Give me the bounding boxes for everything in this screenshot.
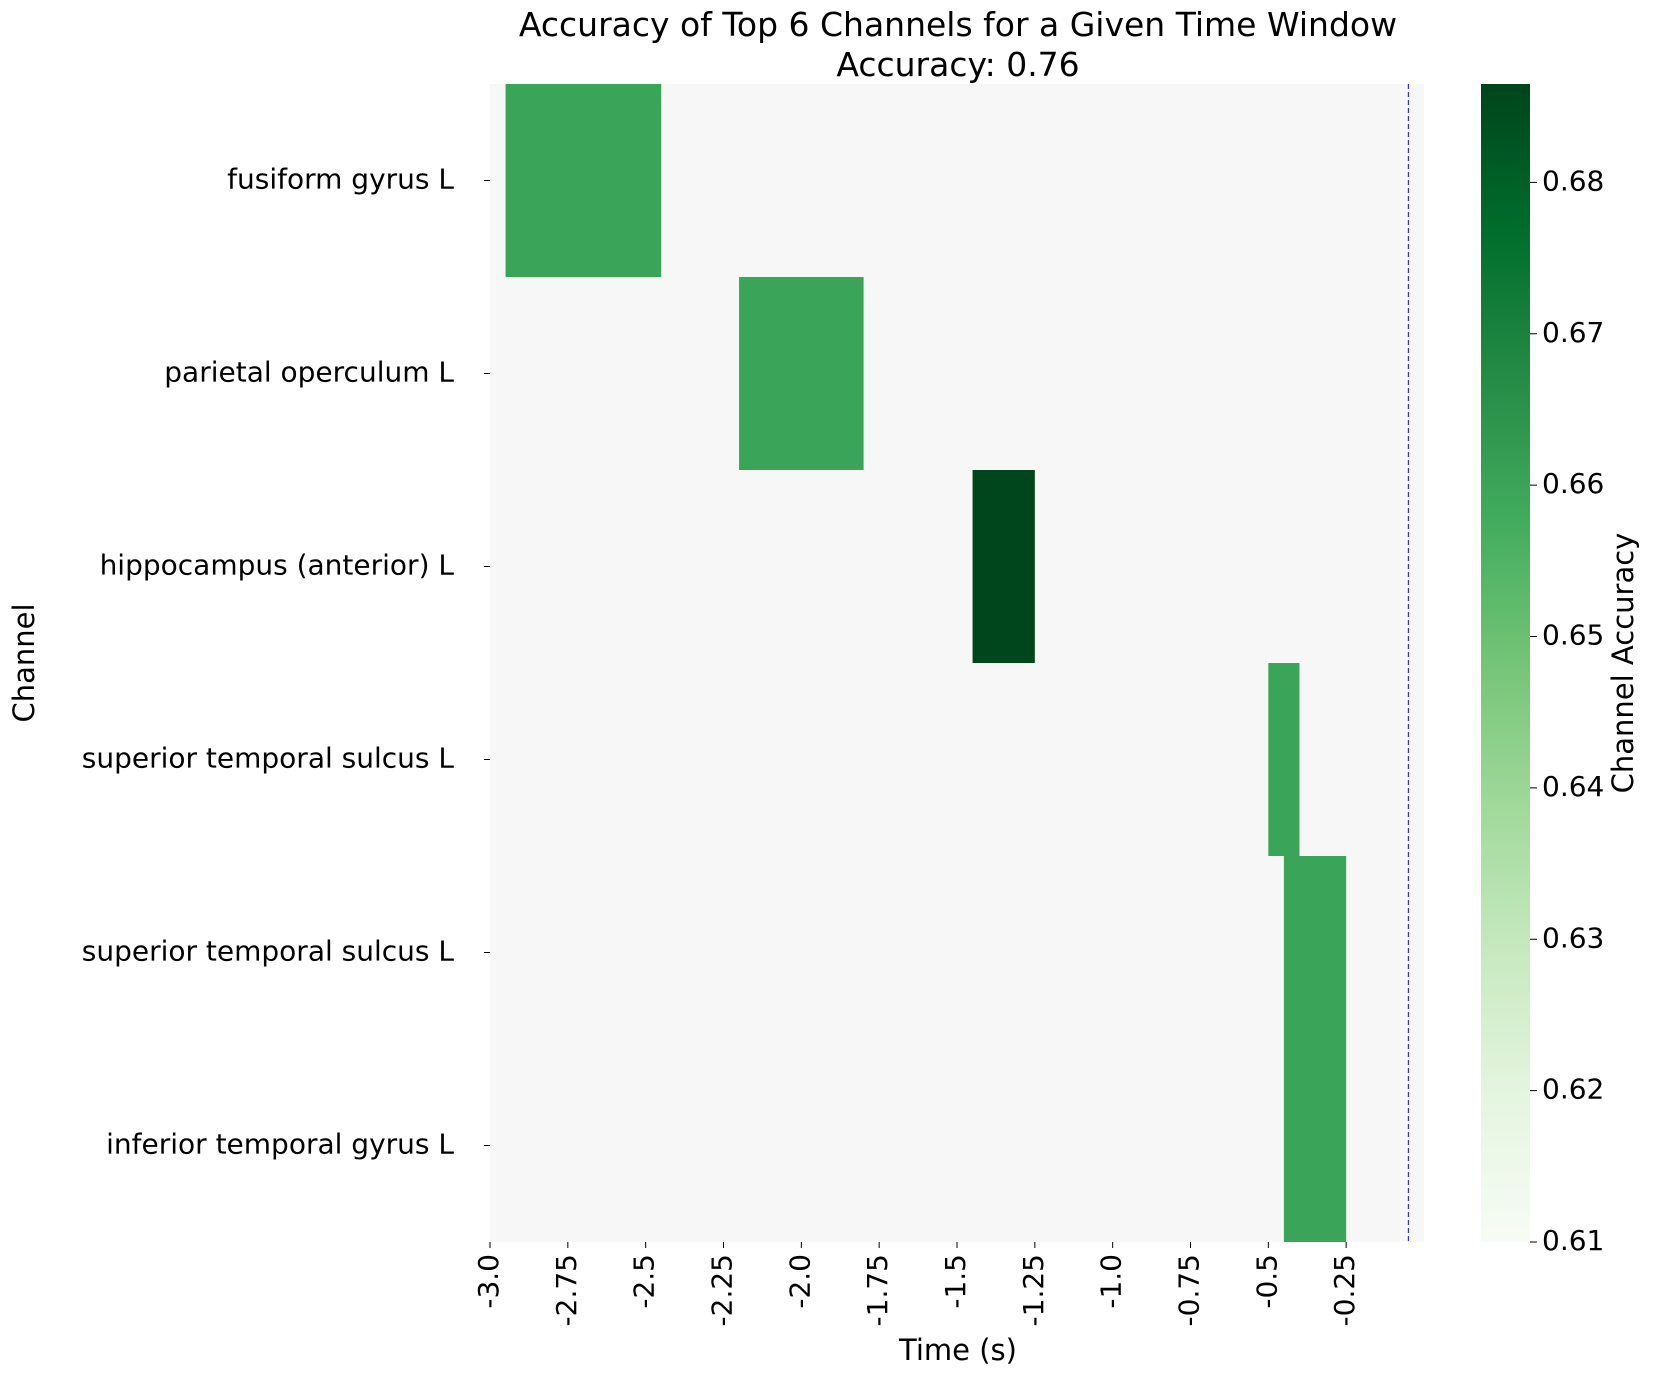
colorbar-tick-label: 0.62: [1542, 1073, 1604, 1106]
colorbar-tick-label: 0.66: [1542, 467, 1604, 500]
colorbar-tick-label: 0.67: [1542, 316, 1604, 349]
x-tick-label: -1.5: [939, 1254, 972, 1309]
y-tick-label: superior temporal sulcus L: [82, 742, 455, 775]
heatmap-cell-3: [1268, 663, 1300, 856]
y-tick-label: hippocampus (anterior) L: [100, 549, 455, 582]
heatmap-cell-2: [972, 470, 1035, 663]
chart-subtitle: Accuracy: 0.76: [836, 45, 1079, 84]
heatmap-cell-1: [739, 277, 864, 470]
x-axis: -3.0 -2.75 -2.5 -2.25 -2.0 -1.75 -1.5 -1.25 -1.0…: [472, 1242, 1361, 1326]
x-tick-label: -2.0: [783, 1254, 816, 1309]
y-tick-label: fusiform gyrus L: [227, 163, 454, 196]
chart-title: Accuracy of Top 6 Channels for a Given T…: [519, 5, 1397, 44]
colorbar-gradient: [1481, 84, 1530, 1242]
colorbar-ticks: 0.61 0.62 0.63 0.64 0.65 0.66 0.67 0.68: [1530, 164, 1604, 1257]
heatmap-cell-0: [505, 84, 662, 277]
y-tick-label: superior temporal sulcus L: [82, 935, 455, 968]
x-tick-label: -0.75: [1173, 1254, 1206, 1326]
x-tick-label: -2.75: [550, 1254, 583, 1326]
colorbar-tick-label: 0.68: [1542, 164, 1604, 197]
colorbar-tick-label: 0.65: [1542, 619, 1604, 652]
x-axis-label: Time (s): [898, 1333, 1017, 1367]
x-tick-label: -1.0: [1095, 1254, 1128, 1309]
y-tick-label: inferior temporal gyrus L: [106, 1128, 454, 1161]
colorbar-tick-label: 0.61: [1542, 1224, 1604, 1257]
heatmap-cell-5: [1283, 1049, 1347, 1242]
y-tick-label: parietal operculum L: [164, 356, 454, 389]
x-tick-label: -0.5: [1250, 1254, 1283, 1309]
x-tick-label: -2.25: [706, 1254, 739, 1326]
x-tick-label: -1.75: [861, 1254, 894, 1326]
plot-area: [490, 84, 1424, 1242]
colorbar-tick-label: 0.63: [1542, 921, 1604, 954]
colorbar-label: Channel Accuracy: [1606, 533, 1640, 794]
x-tick-label: -2.5: [628, 1254, 661, 1309]
y-axis: fusiform gyrus L parietal operculum L hipp…: [82, 163, 490, 1161]
colorbar: 0.61 0.62 0.63 0.64 0.65 0.66 0.67 0.68 Channel…: [1481, 84, 1640, 1257]
y-axis-label: Channel: [7, 603, 41, 722]
x-tick-label: -0.25: [1328, 1254, 1361, 1326]
heatmap-cell-4: [1283, 856, 1347, 1049]
x-tick-label: -1.25: [1017, 1254, 1050, 1326]
colorbar-tick-label: 0.64: [1542, 770, 1604, 803]
heatmap-cells: [505, 84, 1347, 1242]
x-tick-label: -3.0: [472, 1254, 505, 1309]
